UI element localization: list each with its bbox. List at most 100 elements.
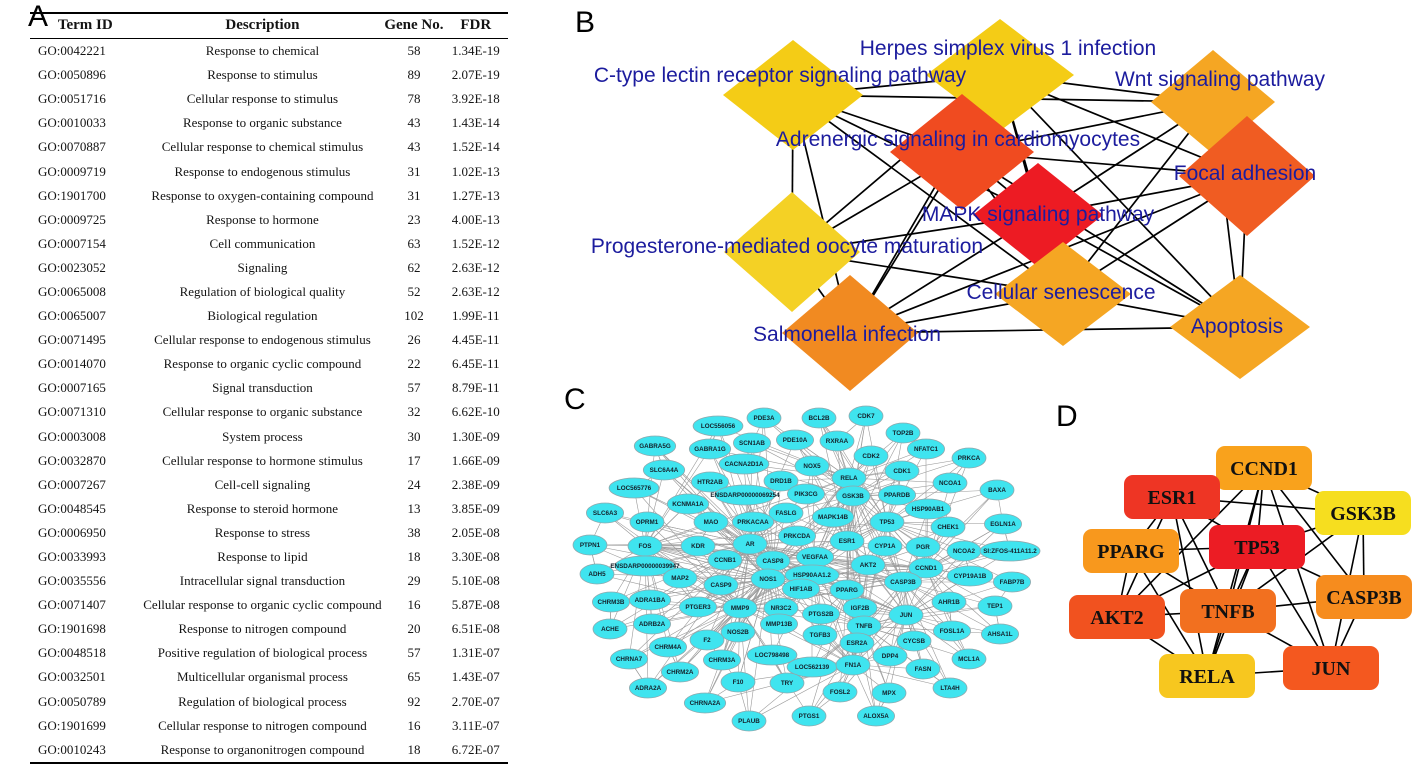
gene-edge <box>667 578 769 648</box>
table-cell: GO:0007267 <box>38 476 106 492</box>
table-cell: GO:0050896 <box>38 67 106 83</box>
gene-node-label: DRD1B <box>770 478 792 485</box>
table-cell: 1.66E-09 <box>451 452 500 468</box>
hub-edge <box>1206 467 1265 677</box>
gene-node <box>905 536 941 558</box>
gene-node <box>878 484 917 506</box>
table-cell: 6.45E-11 <box>451 356 500 372</box>
gene-node-label: FN1A <box>845 662 862 669</box>
table-cell: 92 <box>407 693 421 709</box>
gene-node-label: SLC6A3 <box>593 510 618 517</box>
gene-node-label: AHR1B <box>938 599 960 606</box>
gene-node <box>691 471 730 493</box>
table-row: GO:0007154 Cell communication 63 1.52E-12 <box>30 232 508 256</box>
gene-node-label: PTGS1 <box>799 713 820 720</box>
gene-node <box>733 432 772 454</box>
hub-gene-label: CASP3B <box>1326 587 1402 609</box>
table-row: GO:0033993 Response to lipid 18 3.30E-08 <box>30 545 508 569</box>
table-cell: 57 <box>407 645 421 661</box>
table-cell: Cell communication <box>209 235 316 251</box>
gene-node <box>703 649 742 671</box>
gene-edge <box>739 607 865 627</box>
gene-node-label: ENSDARP00000039947 <box>610 563 680 570</box>
table-cell: 26 <box>407 332 421 348</box>
hub-gene-node <box>1124 475 1220 519</box>
gene-edge <box>749 543 927 569</box>
gene-edge <box>902 581 924 670</box>
gene-node <box>802 624 838 646</box>
gene-node-label: CYP19A1B <box>954 573 987 580</box>
gene-node-label: TNFB <box>856 623 873 630</box>
gene-node <box>731 511 775 533</box>
gene-node <box>885 422 921 444</box>
table-cell: 2.38E-09 <box>451 476 500 492</box>
table-row: GO:0065008 Regulation of biological quali… <box>30 280 508 304</box>
table-column-header: FDR <box>443 12 508 39</box>
pathway-node-label: Herpes simplex virus 1 infection <box>860 37 1156 60</box>
gene-node-label: TGFB3 <box>810 632 831 639</box>
gene-node-label: CCNB1 <box>714 557 736 564</box>
gene-network-panel: LOC556056 PDE3A BCL2B CDK7 GABRA5G GABRA1G SCN… <box>572 405 1041 732</box>
gene-node <box>722 597 758 619</box>
gene-node-label: CYP1A <box>875 543 896 550</box>
gene-node-label: NFATC1 <box>914 446 939 453</box>
table-cell: 43 <box>407 139 421 155</box>
panel-d-label: D <box>1056 400 1078 433</box>
table-cell: GO:0048518 <box>38 645 106 661</box>
table-cell: Biological regulation <box>207 308 318 324</box>
gene-node <box>629 511 665 533</box>
table-cell: 1.34E-19 <box>451 43 500 59</box>
gene-node <box>633 613 672 635</box>
gene-edge <box>589 544 769 580</box>
table-row: GO:0032870 Cellular response to hormone s… <box>30 449 508 473</box>
hub-gene-label: JUN <box>1312 658 1351 680</box>
gene-edge <box>870 455 888 523</box>
pathway-node-label: Apoptosis <box>1191 315 1283 338</box>
table-row: GO:0048545 Response to steroid hormone 13 3… <box>30 497 508 521</box>
pathway-edge <box>792 94 1064 295</box>
gene-node <box>905 658 941 680</box>
table-cell: GO:0071495 <box>38 332 106 348</box>
gene-node <box>768 502 804 524</box>
table-cell: Positive regulation of biological proces… <box>157 645 368 661</box>
table-column-header: Gene No. <box>384 12 444 39</box>
gene-node-label: IGF2B <box>851 605 870 612</box>
gene-edge <box>863 605 996 627</box>
gene-node-label: CDK1 <box>893 468 911 475</box>
gene-node-label: NOX5 <box>803 463 821 470</box>
gene-node-label: CASP8 <box>763 558 784 565</box>
table-cell: Cellular response to nitrogen compound <box>158 717 367 733</box>
gene-edge <box>863 625 1001 635</box>
table-cell: Cellular response to endogenous stimulus <box>154 332 371 348</box>
gene-node <box>610 648 649 670</box>
gene-edge <box>748 664 854 722</box>
gene-node-label: HIF1AB <box>790 586 813 593</box>
table-cell: 22 <box>407 356 421 372</box>
gene-node <box>750 568 786 590</box>
table-cell: 4.45E-11 <box>451 332 500 348</box>
gene-node <box>993 571 1032 593</box>
hub-gene-node <box>1315 491 1411 535</box>
gene-node <box>867 535 903 557</box>
table-cell: GO:0010243 <box>30 737 141 764</box>
table-cell: GO:0035556 <box>38 573 106 589</box>
table-cell: 38 <box>407 524 421 540</box>
gene-node-label: PTPN1 <box>580 542 601 549</box>
gene-edge <box>609 607 741 630</box>
gene-node <box>720 621 756 643</box>
table-cell: 2.70E-07 <box>451 693 500 709</box>
hub-gene-node <box>1069 595 1165 639</box>
table-cell: 5.10E-08 <box>451 573 500 589</box>
hub-gene-label: CCND1 <box>1230 458 1298 480</box>
gene-node <box>586 502 625 524</box>
pathway-node-label: Progesterone-mediated oocyte maturation <box>591 235 983 258</box>
table-cell: Response to hormone <box>206 211 319 227</box>
hub-gene-label: RELA <box>1179 666 1235 688</box>
gene-node <box>662 567 698 589</box>
table-row: GO:0032501 Multicellular organismal proce… <box>30 665 508 689</box>
table-cell: Regulation of biological process <box>178 693 347 709</box>
table-cell: 3.92E-18 <box>451 91 500 107</box>
panel-c-label: C <box>564 383 586 416</box>
gene-node <box>661 661 700 683</box>
gene-node <box>763 470 799 492</box>
